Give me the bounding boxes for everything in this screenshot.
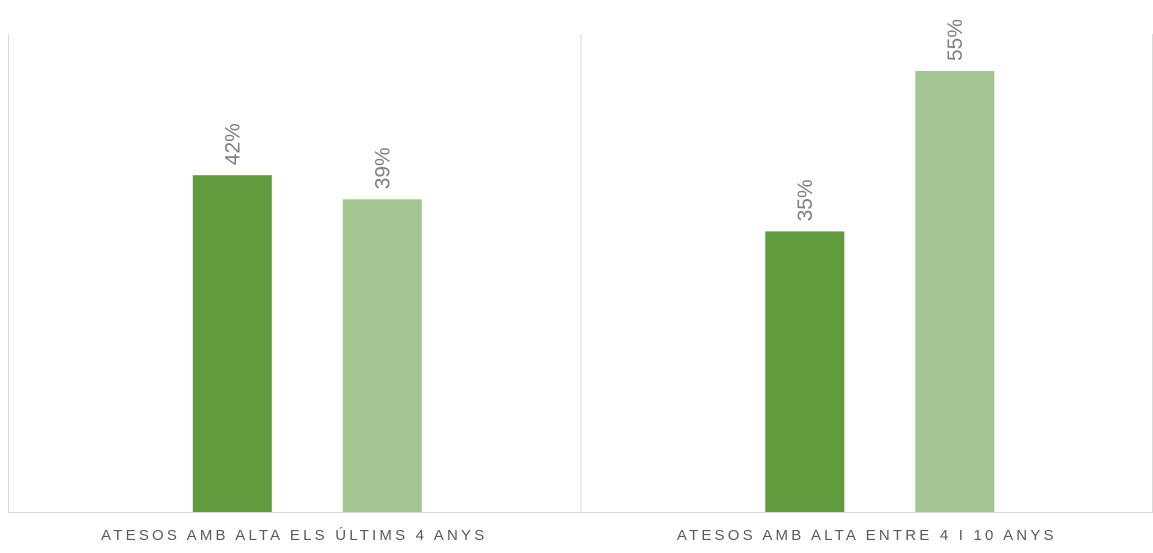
bar [343,199,422,512]
data-label: 39% [371,147,394,189]
data-label: 35% [794,179,817,221]
bar-group [193,71,995,512]
data-label-group: 42% 39% 35% 55% [221,19,967,221]
bar [765,231,844,512]
category-label-group: ATESOS AMB ALTA ELS ÚLTIMS 4 ANYS ATESOS … [101,527,1057,544]
category-label: ATESOS AMB ALTA ELS ÚLTIMS 4 ANYS [101,527,487,544]
bar [193,175,272,512]
data-label: 42% [221,123,244,165]
data-label: 55% [944,19,967,61]
category-label: ATESOS AMB ALTA ENTRE 4 I 10 ANYS [677,527,1057,544]
bar [915,71,994,512]
